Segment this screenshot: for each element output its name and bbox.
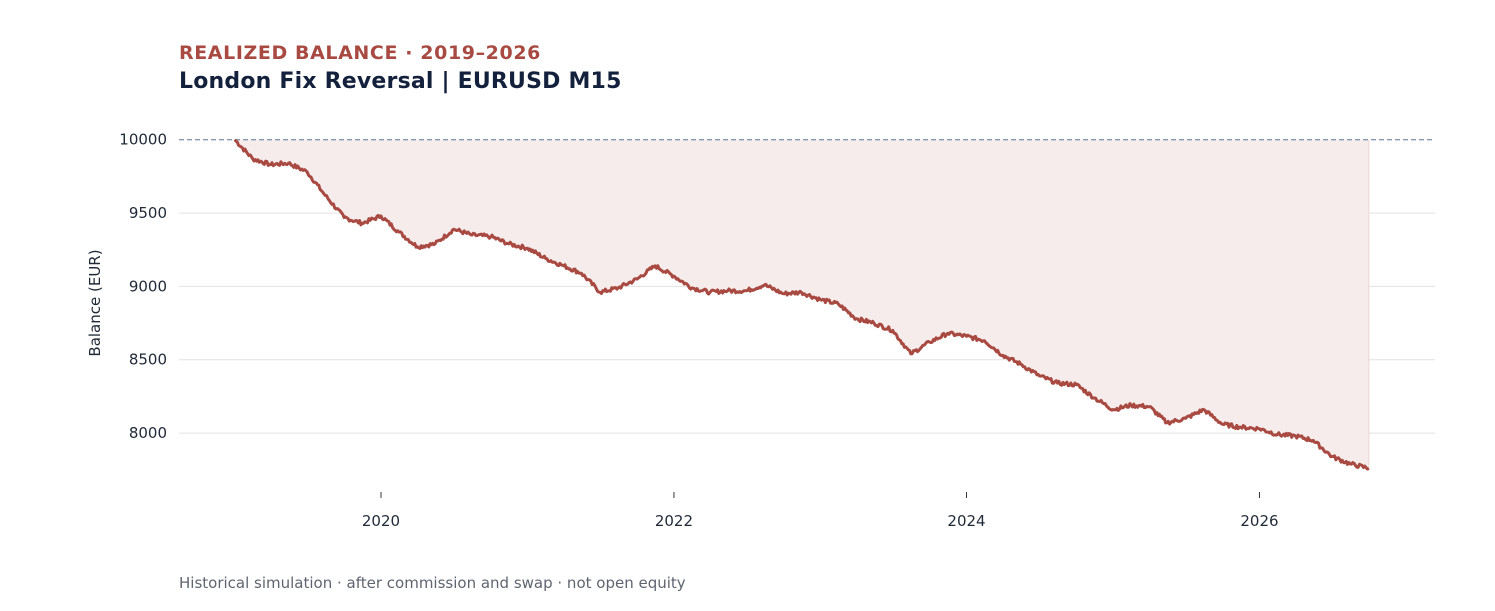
y-tick-label: 9500 bbox=[129, 204, 167, 222]
y-tick-label: 8000 bbox=[129, 424, 167, 442]
x-tick-label: 2026 bbox=[1240, 512, 1278, 530]
y-axis-label: Balance (EUR) bbox=[86, 249, 104, 356]
y-tick-labels: 8000 8500 9000 9500 10000 bbox=[119, 131, 167, 442]
balance-line bbox=[233, 138, 1370, 471]
footnote: Historical simulation · after commission… bbox=[179, 574, 686, 592]
x-tick-marks: 2020 2022 2024 2026 bbox=[362, 492, 1279, 530]
y-tick-label: 9000 bbox=[129, 277, 167, 295]
x-tick-label: 2022 bbox=[655, 512, 693, 530]
x-tick-label: 2020 bbox=[362, 512, 400, 530]
chart-title: London Fix Reversal | EURUSD M15 bbox=[179, 69, 622, 94]
y-tick-label: 10000 bbox=[119, 131, 167, 149]
area-fill bbox=[234, 139, 1369, 470]
y-tick-label: 8500 bbox=[129, 351, 167, 369]
chart-eyebrow: REALIZED BALANCE · 2019–2026 bbox=[179, 42, 541, 64]
x-tick-label: 2024 bbox=[947, 512, 985, 530]
